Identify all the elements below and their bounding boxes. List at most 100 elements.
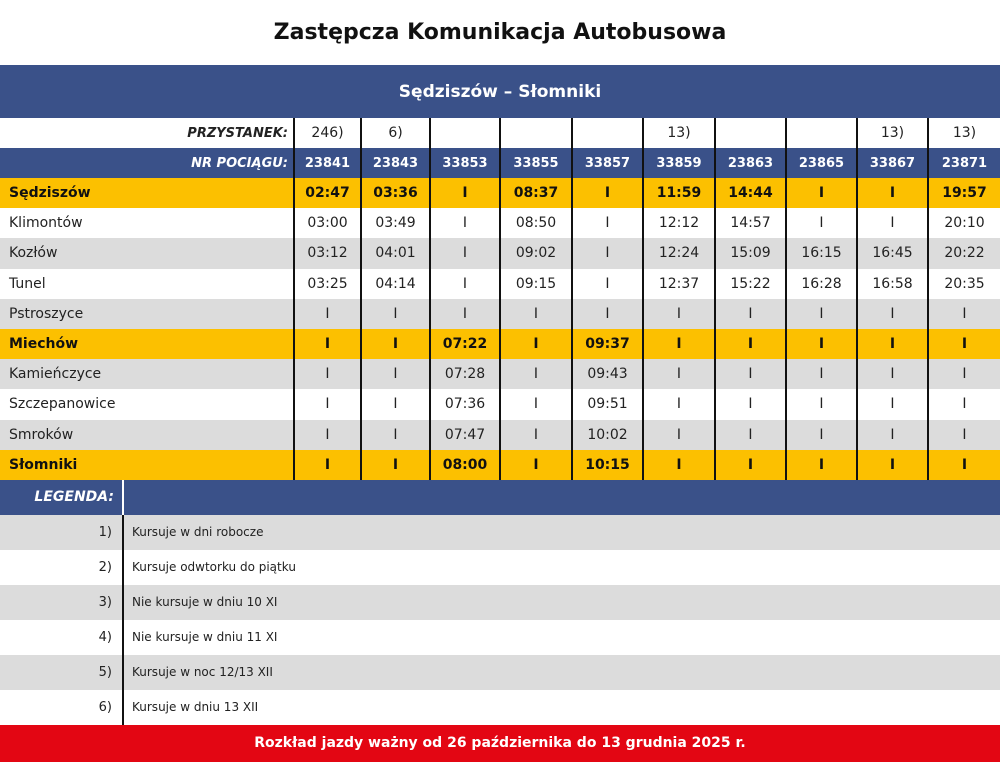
time-cell: 10:02 (571, 419, 643, 450)
time-cell: I (429, 298, 500, 329)
legend-number: 3) (0, 584, 124, 620)
time-cell: I (293, 449, 361, 480)
time-cell: I (571, 178, 643, 209)
note-cell: 13) (856, 118, 928, 148)
time-cell: I (927, 419, 1000, 450)
time-cell: 07:47 (429, 419, 500, 450)
train-number: 33855 (499, 148, 572, 178)
train-number: 33859 (642, 148, 715, 178)
legend-number: 2) (0, 549, 124, 585)
time-cell: I (642, 389, 715, 420)
time-cell: I (856, 178, 928, 209)
time-cell: I (785, 389, 857, 420)
stop-row: Smroków I I 07:47 I 10:02 I I I I I (0, 419, 1000, 450)
stop-row: Miechów I I 07:22 I 09:37 I I I I I (0, 328, 1000, 360)
time-cell: I (293, 298, 361, 329)
train-number: 23841 (293, 148, 361, 178)
time-cell: I (856, 419, 928, 450)
legend-header: LEGENDA: (0, 479, 1000, 515)
time-cell: I (714, 389, 786, 420)
time-cell: 10:15 (571, 449, 643, 480)
time-cell: 03:12 (293, 238, 361, 269)
legend-item: 4) Nie kursuje w dniu 11 XI (0, 619, 1000, 655)
legend-text: Nie kursuje w dniu 10 XI (132, 594, 278, 609)
time-cell: I (642, 328, 715, 360)
legend-number: 5) (0, 654, 124, 690)
time-cell: I (927, 328, 1000, 360)
time-cell: I (927, 449, 1000, 480)
time-cell: I (856, 298, 928, 329)
time-cell: I (642, 419, 715, 450)
time-cell: 20:10 (927, 208, 1000, 239)
time-cell: 07:28 (429, 359, 500, 390)
time-cell: I (714, 359, 786, 390)
stop-row: Szczepanowice I I 07:36 I 09:51 I I I I I (0, 389, 1000, 420)
time-cell: I (360, 449, 430, 480)
time-cell: 16:15 (785, 238, 857, 269)
legend-item: 2) Kursuje odwtorku do piątku (0, 549, 1000, 585)
time-cell: I (293, 328, 361, 360)
stop-name: Szczepanowice (0, 389, 294, 420)
stop-row: Pstroszyce I I I I I I I I I I (0, 298, 1000, 329)
time-cell: 16:45 (856, 238, 928, 269)
note-cell (785, 118, 857, 148)
train-number: 23843 (360, 148, 430, 178)
time-cell: 02:47 (293, 178, 361, 209)
time-cell: I (785, 449, 857, 480)
legend-text: Nie kursuje w dniu 11 XI (132, 629, 278, 644)
time-cell: 07:22 (429, 328, 500, 360)
time-cell: 20:22 (927, 238, 1000, 269)
time-cell: 11:59 (642, 178, 715, 209)
legend-label: LEGENDA: (0, 479, 124, 515)
time-cell: I (571, 238, 643, 269)
time-cell: 19:57 (927, 178, 1000, 209)
time-cell: I (429, 208, 500, 239)
train-number: 33857 (571, 148, 643, 178)
time-cell: 07:36 (429, 389, 500, 420)
time-cell: I (360, 419, 430, 450)
time-cell: 03:00 (293, 208, 361, 239)
route-title: Sędziszów – Słomniki (0, 65, 1000, 118)
train-number: 33867 (856, 148, 928, 178)
time-cell: 08:50 (499, 208, 572, 239)
stop-name: Tunel (0, 268, 294, 299)
time-cell: 03:36 (360, 178, 430, 209)
time-cell: I (927, 359, 1000, 390)
stop-name: Kamieńczyce (0, 359, 294, 390)
time-cell: 16:58 (856, 268, 928, 299)
note-cell (429, 118, 500, 148)
note-cell: 13) (642, 118, 715, 148)
legend-number: 6) (0, 689, 124, 725)
time-cell: I (499, 328, 572, 360)
stop-row: Klimontów 03:00 03:49 I 08:50 I 12:12 14:57 I I 20… (0, 208, 1000, 239)
time-cell: I (785, 298, 857, 329)
time-cell: 09:51 (571, 389, 643, 420)
time-cell: 04:01 (360, 238, 430, 269)
time-cell: I (293, 419, 361, 450)
stop-row: Sędziszów 02:47 03:36 I 08:37 I 11:59 14:44 I I 19… (0, 178, 1000, 209)
note-cell (714, 118, 786, 148)
time-cell: I (429, 178, 500, 209)
train-number-row: NR POCIĄGU: 23841 23843 33853 33855 33857 3385… (0, 148, 1000, 178)
time-cell: I (360, 298, 430, 329)
stop-name: Smroków (0, 419, 294, 450)
stop-name: Pstroszyce (0, 298, 294, 329)
time-cell: I (714, 298, 786, 329)
stop-row: Kozłów 03:12 04:01 I 09:02 I 12:24 15:09 16:15 16… (0, 238, 1000, 269)
legend-number: 4) (0, 619, 124, 655)
legend-item: 3) Nie kursuje w dniu 10 XI (0, 584, 1000, 620)
timetable: PRZYSTANEK: 246) 6) 13) 13) 13) NR POCIĄGU: 238… (0, 118, 1000, 480)
train-number: 33853 (429, 148, 500, 178)
legend-text: Kursuje w noc 12/13 XII (132, 664, 273, 679)
legend-item: 5) Kursuje w noc 12/13 XII (0, 654, 1000, 690)
time-cell: I (785, 178, 857, 209)
train-number: 23863 (714, 148, 786, 178)
time-cell: I (293, 389, 361, 420)
note-cell: 6) (360, 118, 430, 148)
time-cell: 20:35 (927, 268, 1000, 299)
time-cell: 09:43 (571, 359, 643, 390)
time-cell: I (856, 208, 928, 239)
time-cell: 12:24 (642, 238, 715, 269)
validity-footer: Rozkład jazdy ważny od 26 października d… (0, 724, 1000, 762)
stop-row: Kamieńczyce I I 07:28 I 09:43 I I I I I (0, 359, 1000, 390)
